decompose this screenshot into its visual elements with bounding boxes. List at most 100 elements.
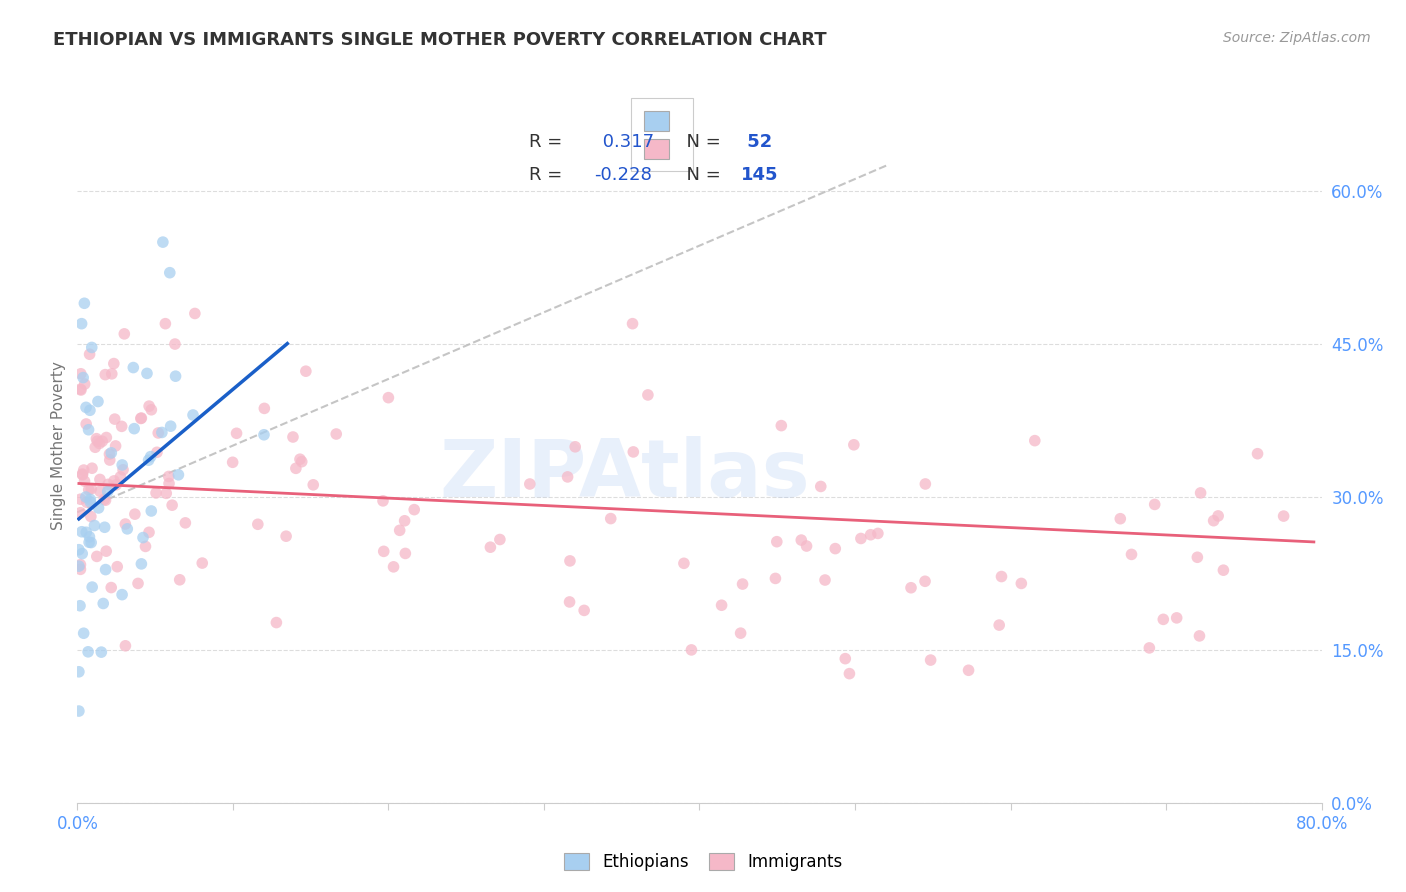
Point xyxy=(266,615,288,630)
Point xyxy=(80,535,103,549)
Point xyxy=(67,542,90,557)
Point xyxy=(80,509,103,524)
Point xyxy=(97,477,120,491)
Point xyxy=(89,436,111,450)
Point xyxy=(77,645,100,659)
Point xyxy=(127,576,149,591)
Point xyxy=(94,563,117,577)
Point xyxy=(73,296,96,310)
Point xyxy=(69,382,91,396)
Point xyxy=(97,484,120,499)
Point xyxy=(70,317,93,331)
Point xyxy=(70,547,93,561)
Point xyxy=(79,530,101,544)
Text: Source: ZipAtlas.com: Source: ZipAtlas.com xyxy=(1223,31,1371,45)
Point xyxy=(148,425,170,440)
Point xyxy=(69,562,91,576)
Point xyxy=(765,534,787,549)
Point xyxy=(770,418,793,433)
Point xyxy=(1212,563,1234,577)
Point xyxy=(139,450,162,464)
Point xyxy=(104,439,127,453)
Point xyxy=(69,558,91,572)
Point xyxy=(67,559,90,574)
Point xyxy=(134,540,156,554)
Point xyxy=(1189,486,1212,500)
Point xyxy=(900,581,922,595)
Point xyxy=(765,571,787,585)
Point xyxy=(1143,498,1166,512)
Point xyxy=(87,394,110,409)
Point xyxy=(814,573,837,587)
Point xyxy=(564,440,586,454)
Point xyxy=(184,306,207,320)
Point xyxy=(1187,550,1209,565)
Point xyxy=(731,577,754,591)
Point xyxy=(859,527,882,541)
Point xyxy=(558,595,581,609)
Point xyxy=(181,408,204,422)
Point xyxy=(114,639,136,653)
Point xyxy=(141,402,163,417)
Point xyxy=(394,546,416,560)
Point xyxy=(295,364,318,378)
Text: R =: R = xyxy=(529,133,568,151)
Point xyxy=(105,477,128,491)
Point xyxy=(131,411,153,425)
Point xyxy=(138,399,160,413)
Point xyxy=(388,524,411,538)
Point xyxy=(174,516,197,530)
Point xyxy=(988,618,1011,632)
Point xyxy=(284,461,307,475)
Point xyxy=(101,367,124,381)
Point xyxy=(80,461,103,475)
Point xyxy=(225,426,247,441)
Legend: Ethiopians, Immigrants: Ethiopians, Immigrants xyxy=(555,845,851,880)
Point xyxy=(94,368,117,382)
Point xyxy=(288,452,311,467)
Point xyxy=(87,500,110,515)
Point xyxy=(599,511,621,525)
Point xyxy=(681,643,703,657)
Point xyxy=(519,477,541,491)
Point xyxy=(89,472,111,486)
Point xyxy=(291,455,314,469)
Point xyxy=(141,504,163,518)
Point xyxy=(79,495,101,509)
Point xyxy=(163,337,186,351)
Point xyxy=(89,484,111,499)
Point xyxy=(100,446,122,460)
Point xyxy=(672,557,695,571)
Point xyxy=(1010,576,1032,591)
Point xyxy=(246,517,269,532)
Point xyxy=(76,495,98,509)
Text: ZIPAtlas: ZIPAtlas xyxy=(440,435,810,514)
Point xyxy=(105,559,128,574)
Text: 145: 145 xyxy=(741,166,778,184)
Point xyxy=(371,494,394,508)
Point xyxy=(302,478,325,492)
Point xyxy=(377,391,399,405)
Point xyxy=(86,434,108,449)
Point xyxy=(404,502,426,516)
Text: -0.228: -0.228 xyxy=(593,166,651,184)
Point xyxy=(621,317,644,331)
Point xyxy=(796,539,818,553)
Point xyxy=(129,411,152,425)
Point xyxy=(155,486,177,500)
Point xyxy=(75,401,97,415)
Point xyxy=(100,581,122,595)
Point xyxy=(1152,612,1174,626)
Point xyxy=(145,486,167,500)
Point xyxy=(489,533,512,547)
Y-axis label: Single Mother Poverty: Single Mother Poverty xyxy=(51,361,66,531)
Point xyxy=(73,377,96,392)
Point xyxy=(637,388,659,402)
Point xyxy=(72,370,94,384)
Point xyxy=(136,367,159,381)
Point xyxy=(157,469,180,483)
Point xyxy=(98,453,121,467)
Legend: , : , xyxy=(631,98,693,171)
Point xyxy=(77,483,100,497)
Point xyxy=(132,531,155,545)
